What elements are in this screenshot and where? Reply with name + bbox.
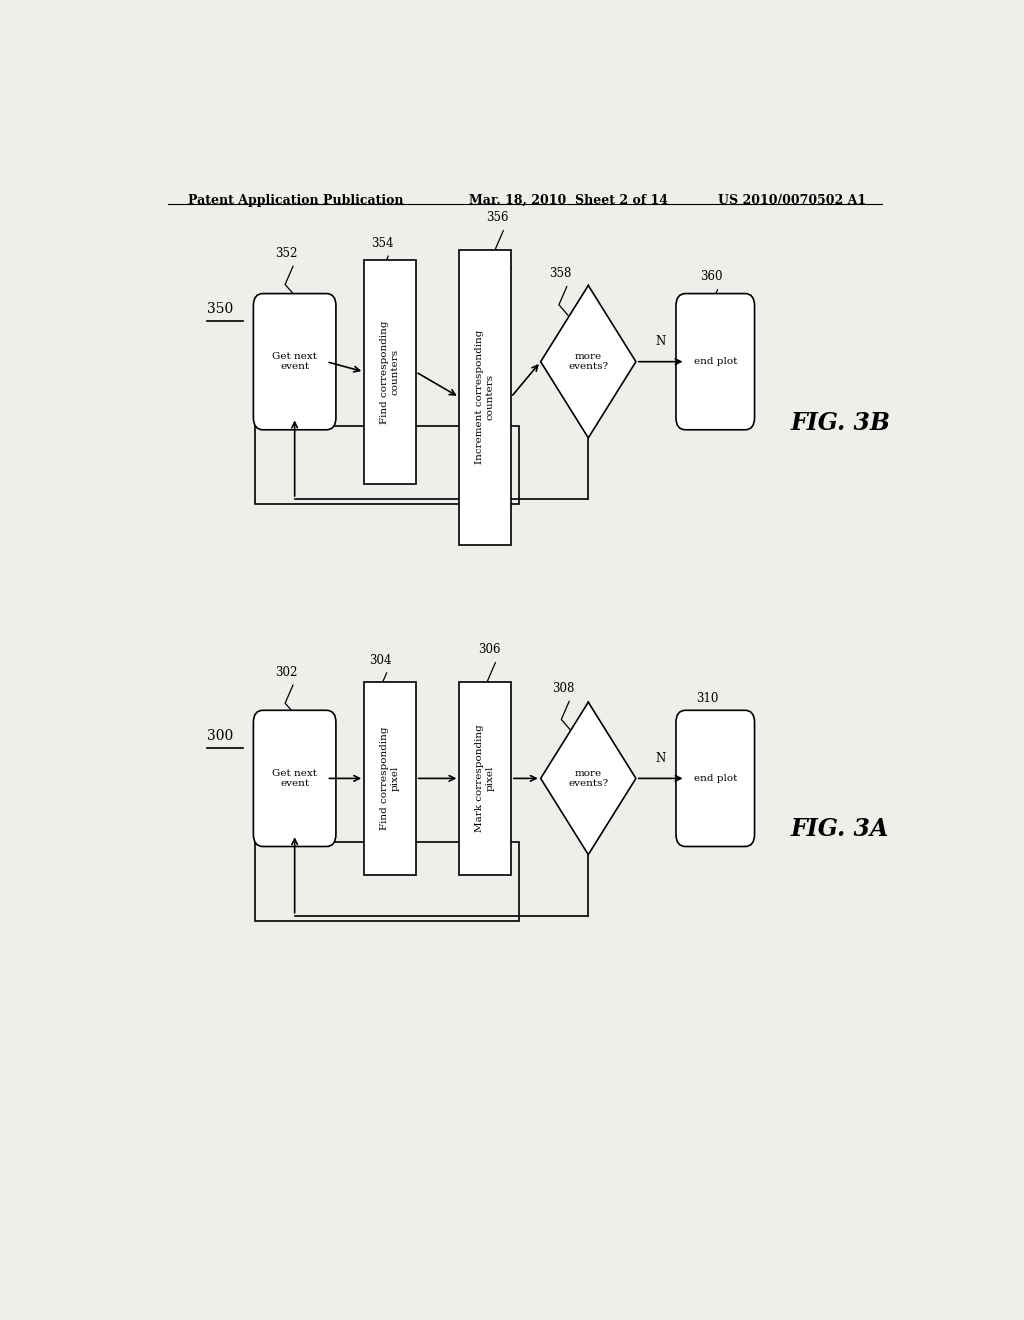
FancyBboxPatch shape (253, 293, 336, 430)
Text: end plot: end plot (693, 358, 737, 366)
Text: 304: 304 (369, 653, 391, 667)
Text: 302: 302 (275, 665, 298, 678)
Text: 350: 350 (207, 302, 233, 315)
Text: 354: 354 (371, 236, 393, 249)
Bar (255, 842, 519, 921)
Text: 356: 356 (485, 211, 508, 224)
Text: 300: 300 (207, 729, 233, 743)
Text: 306: 306 (478, 643, 501, 656)
Text: Patent Application Publication: Patent Application Publication (187, 194, 403, 207)
Text: 310: 310 (696, 692, 719, 705)
Text: Increment corresponding
counters: Increment corresponding counters (475, 330, 495, 465)
Polygon shape (541, 702, 636, 854)
Text: 360: 360 (700, 271, 723, 284)
Bar (255, 426, 519, 504)
Bar (365, 260, 416, 483)
Text: Get next
event: Get next event (272, 768, 317, 788)
Text: N: N (655, 752, 666, 766)
Text: FIG. 3B: FIG. 3B (791, 411, 891, 434)
Text: Find corresponding
pixel: Find corresponding pixel (380, 726, 399, 830)
Text: Find corresponding
counters: Find corresponding counters (380, 319, 399, 424)
Text: more
events?: more events? (568, 352, 608, 371)
Text: Get next
event: Get next event (272, 352, 317, 371)
Text: US 2010/0070502 A1: US 2010/0070502 A1 (718, 194, 866, 207)
Text: Mark corresponding
pixel: Mark corresponding pixel (475, 725, 495, 833)
FancyBboxPatch shape (676, 293, 755, 430)
Bar (460, 249, 511, 545)
FancyBboxPatch shape (253, 710, 336, 846)
Polygon shape (541, 285, 636, 438)
Text: 352: 352 (275, 247, 298, 260)
Bar (460, 682, 511, 875)
Text: Mar. 18, 2010  Sheet 2 of 14: Mar. 18, 2010 Sheet 2 of 14 (469, 194, 669, 207)
Text: N: N (655, 335, 666, 348)
FancyBboxPatch shape (676, 710, 755, 846)
Text: 308: 308 (552, 682, 574, 696)
Text: end plot: end plot (693, 774, 737, 783)
Text: more
events?: more events? (568, 768, 608, 788)
Text: FIG. 3A: FIG. 3A (791, 817, 889, 841)
Text: 358: 358 (549, 268, 571, 280)
Bar (365, 682, 416, 875)
